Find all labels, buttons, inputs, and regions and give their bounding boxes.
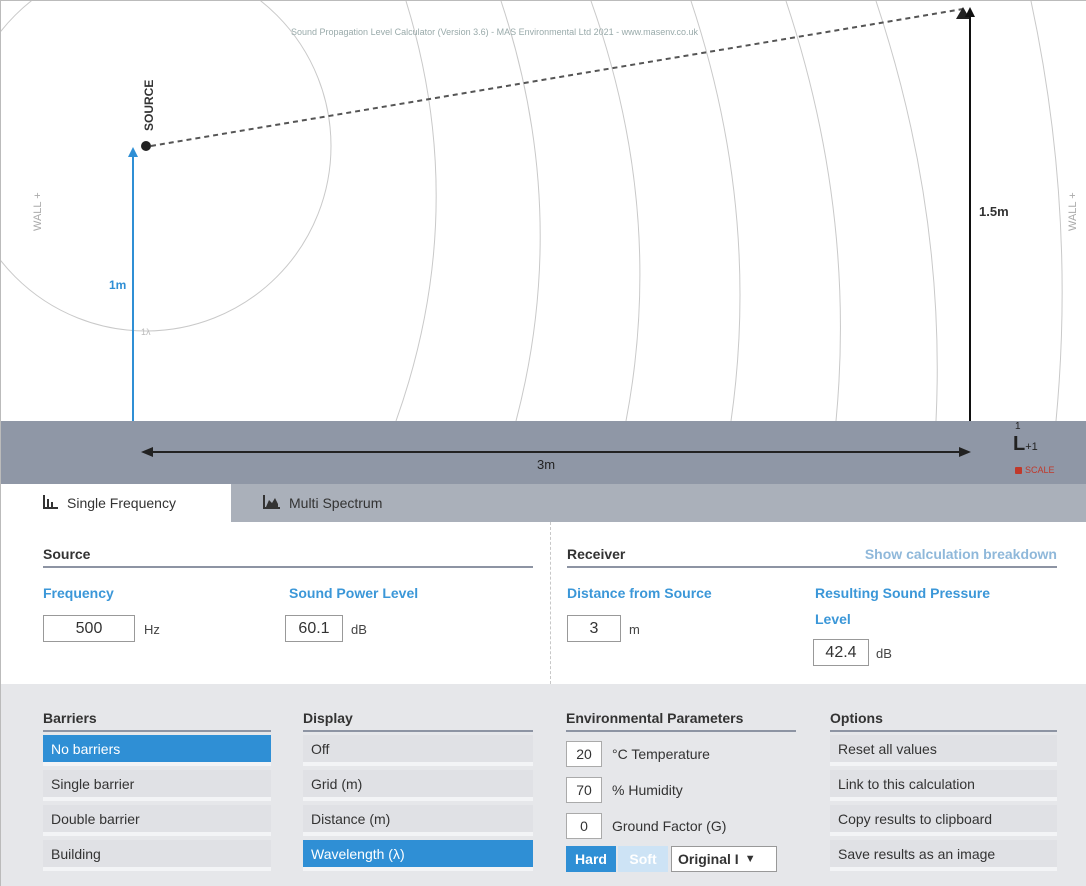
- soft-button[interactable]: Soft: [618, 846, 668, 872]
- frequency-input[interactable]: 500: [43, 615, 135, 642]
- result-unit: dB: [876, 646, 892, 661]
- source-receiver-panel: Source Frequency 500 Hz Sound Power Leve…: [1, 522, 1086, 684]
- mode-tabs: Single Frequency Multi Spectrum: [1, 484, 1086, 522]
- bar-chart-icon: [43, 494, 59, 512]
- ground-factor-label: Ground Factor (G): [612, 818, 727, 834]
- receiver-title: Receiver: [567, 546, 626, 562]
- distance-unit: m: [629, 622, 640, 637]
- ground-factor-row: 0 Ground Factor (G): [566, 813, 726, 839]
- wall-right-label: WALL +: [1067, 192, 1079, 231]
- scale-label: SCALE: [1025, 465, 1055, 475]
- ground-preset-value: Original I: [678, 851, 739, 867]
- wavelength-arc-8: [1030, 1, 1063, 421]
- temperature-input[interactable]: 20: [566, 741, 602, 767]
- wavelength-arc-5: [690, 1, 741, 421]
- scale-ruler-glyph: L: [1013, 433, 1026, 455]
- source-arrow-icon: [128, 147, 138, 157]
- result-label-line2: Level: [815, 611, 851, 627]
- chevron-down-icon: ▼: [744, 853, 756, 865]
- scale-number: 1: [1015, 421, 1021, 432]
- result-label-line1: Resulting Sound Pressure: [815, 585, 991, 601]
- options-header: Options: [830, 710, 1057, 732]
- ground-factor-input[interactable]: 0: [566, 813, 602, 839]
- tab-single-frequency-label: Single Frequency: [67, 495, 176, 511]
- barrier-option-building[interactable]: Building: [43, 840, 271, 871]
- humidity-row: 70 % Humidity: [566, 777, 683, 803]
- barriers-header: Barriers: [43, 710, 271, 732]
- ground-preset-select[interactable]: Original I ▼: [671, 846, 777, 872]
- display-option-grid[interactable]: Grid (m): [303, 770, 533, 801]
- diagram-header-text: Sound Propagation Level Calculator (Vers…: [291, 27, 699, 37]
- sound-power-label: Sound Power Level: [289, 585, 419, 601]
- area-chart-icon: [263, 494, 281, 512]
- sound-power-input[interactable]: 60.1: [285, 615, 343, 642]
- scale-sub: +1: [1025, 441, 1038, 453]
- copy-results-option[interactable]: Copy results to clipboard: [830, 805, 1057, 836]
- wavelength-arc-4: [590, 1, 641, 421]
- wavelength-arc-2: [395, 1, 437, 421]
- ground-strip: 3m 1 L+1 SCALE: [1, 421, 1086, 484]
- environment-header: Environmental Parameters: [566, 710, 796, 732]
- display-option-wavelength[interactable]: Wavelength (λ): [303, 840, 533, 871]
- panel-divider: [550, 522, 551, 684]
- ruler-left-arrow-icon: [141, 447, 153, 457]
- tab-multi-spectrum[interactable]: Multi Spectrum: [263, 484, 463, 522]
- wavelength-arc-6: [785, 1, 841, 421]
- link-calculation-option[interactable]: Link to this calculation: [830, 770, 1057, 801]
- humidity-input[interactable]: 70: [566, 777, 602, 803]
- distance-from-source-label: Distance from Source: [567, 585, 712, 601]
- distance-input[interactable]: 3: [567, 615, 621, 642]
- source-height-label: 1m: [109, 278, 126, 292]
- propagation-path: [150, 8, 964, 147]
- propagation-diagram: Sound Propagation Level Calculator (Vers…: [1, 1, 1086, 421]
- source-point[interactable]: [141, 141, 151, 151]
- frequency-label: Frequency: [43, 585, 114, 601]
- wavelength-arc-3: [500, 1, 541, 421]
- receiver-height-label: 1.5m: [979, 204, 1009, 219]
- wall-left-label: WALL +: [32, 192, 44, 231]
- hard-button[interactable]: Hard: [566, 846, 616, 872]
- display-header: Display: [303, 710, 533, 732]
- wavelength-arc-7: [875, 1, 938, 421]
- tab-single-frequency[interactable]: Single Frequency: [1, 484, 231, 522]
- temperature-row: 20 °C Temperature: [566, 741, 710, 767]
- source-header: Source: [43, 546, 533, 568]
- temperature-label: °C Temperature: [612, 746, 710, 762]
- show-breakdown-link[interactable]: Show calculation breakdown: [864, 546, 1057, 562]
- receiver-arrow-top-icon: [965, 7, 975, 17]
- distance-ruler: [141, 447, 971, 457]
- barrier-option-single[interactable]: Single barrier: [43, 770, 271, 801]
- scale-lock-button[interactable]: SCALE: [1015, 465, 1055, 475]
- lock-icon: [1015, 466, 1022, 474]
- reset-values-option[interactable]: Reset all values: [830, 735, 1057, 766]
- humidity-label: % Humidity: [612, 782, 683, 798]
- sound-power-unit: dB: [351, 622, 367, 637]
- controls-panel: Barriers No barriers Single barrier Doub…: [1, 684, 1086, 886]
- display-option-distance[interactable]: Distance (m): [303, 805, 533, 836]
- receiver-header: Receiver Show calculation breakdown: [567, 546, 1057, 568]
- wavelength-arc-1: [1, 1, 332, 332]
- tab-multi-spectrum-label: Multi Spectrum: [289, 495, 383, 511]
- result-output: 42.4: [813, 639, 869, 666]
- ruler-right-arrow-icon: [959, 447, 971, 457]
- barrier-option-double[interactable]: Double barrier: [43, 805, 271, 836]
- distance-label: 3m: [537, 457, 556, 472]
- frequency-unit: Hz: [144, 622, 160, 637]
- barrier-option-none[interactable]: No barriers: [43, 735, 271, 766]
- display-option-off[interactable]: Off: [303, 735, 533, 766]
- scale-ruler-icon[interactable]: L+1: [1013, 433, 1038, 456]
- save-image-option[interactable]: Save results as an image: [830, 840, 1057, 871]
- source-label: SOURCE: [142, 80, 156, 131]
- arc-label: 1λ: [141, 327, 151, 337]
